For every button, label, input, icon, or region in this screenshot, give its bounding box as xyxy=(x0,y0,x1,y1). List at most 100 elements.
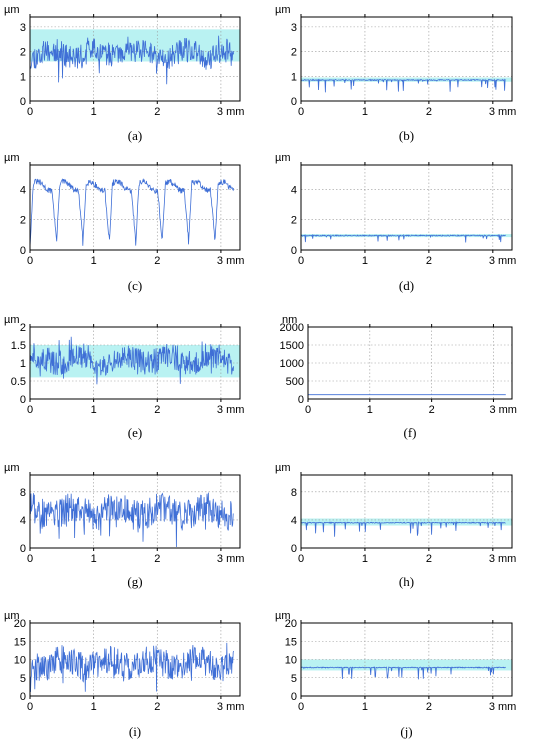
y-unit-label: µm xyxy=(275,462,291,474)
panel-caption: (b) xyxy=(399,128,414,143)
y-tick-label: 0 xyxy=(291,543,297,555)
y-tick-label: 1500 xyxy=(280,340,304,352)
y-tick-label: 4 xyxy=(291,184,297,196)
x-tick-label: 2 xyxy=(426,106,432,118)
profile-series-g xyxy=(29,492,234,548)
plot-frame xyxy=(300,164,513,251)
x-tick-label: 2 xyxy=(154,255,160,267)
plot-frame xyxy=(29,16,241,102)
profile-series-c xyxy=(29,178,234,247)
panel-caption: (i) xyxy=(129,724,141,739)
x-tick-label: 3 mm xyxy=(217,106,245,118)
panel-j: 0 5 10 15 20 0 1 2 3 mm µm (j) xyxy=(275,610,516,739)
x-tick-label: 3 mm xyxy=(489,404,517,416)
y-unit-label: µm xyxy=(4,610,20,622)
plot-frame xyxy=(29,622,241,697)
y-tick-label: 4 xyxy=(291,515,297,527)
x-tick-label: 3 mm xyxy=(217,701,245,713)
y-unit-label: µm xyxy=(275,152,291,164)
y-tick-label: 0 xyxy=(298,394,304,406)
y-tick-label: 20 xyxy=(14,618,26,630)
x-tick-label: 0 xyxy=(27,106,33,118)
y-unit-label: µm xyxy=(4,314,20,326)
x-tick-label: 0 xyxy=(27,553,33,565)
y-tick-label: 15 xyxy=(14,636,26,648)
x-tick-label: 3 mm xyxy=(489,553,517,565)
plot-frame xyxy=(300,16,513,102)
panel-caption: (a) xyxy=(128,128,142,143)
y-tick-label: 1.5 xyxy=(11,340,26,352)
tolerance-band xyxy=(301,518,512,526)
y-tick-label: 2 xyxy=(20,47,26,59)
x-tick-label: 2 xyxy=(426,701,432,713)
x-tick-label: 3 mm xyxy=(489,106,517,118)
x-tick-label: 0 xyxy=(298,106,304,118)
x-tick-label: 2 xyxy=(426,553,432,565)
x-tick-label: 0 xyxy=(27,404,33,416)
y-tick-label: 10 xyxy=(285,655,297,667)
x-tick-label: 1 xyxy=(362,106,368,118)
y-tick-label: 5 xyxy=(291,673,297,685)
plot-frame xyxy=(300,622,513,697)
x-tick-label: 2 xyxy=(154,701,160,713)
x-tick-label: 2 xyxy=(154,106,160,118)
tolerance-band xyxy=(301,659,512,671)
y-tick-label: 0 xyxy=(291,245,297,257)
x-tick-label: 1 xyxy=(91,553,97,565)
profile-series-b xyxy=(301,78,506,93)
panel-caption: (f) xyxy=(404,425,417,440)
plot-frame xyxy=(29,474,241,549)
panel-caption: (e) xyxy=(128,425,142,440)
panel-caption: (d) xyxy=(399,278,414,293)
plot-frame xyxy=(307,326,513,400)
x-tick-label: 0 xyxy=(27,701,33,713)
x-tick-label: 3 mm xyxy=(217,553,245,565)
x-tick-label: 0 xyxy=(298,255,304,267)
x-tick-label: 1 xyxy=(91,106,97,118)
y-tick-label: 0.5 xyxy=(11,376,26,388)
plot-frame xyxy=(29,326,241,400)
profile-series-i xyxy=(29,642,234,693)
y-tick-label: 1 xyxy=(20,71,26,83)
panel-caption: (j) xyxy=(400,724,412,739)
tolerance-band xyxy=(301,77,512,82)
x-tick-label: 3 mm xyxy=(217,255,245,267)
panel-i: 0 5 10 15 20 0 1 2 3 mm µm (i) xyxy=(4,610,244,739)
x-tick-label: 3 mm xyxy=(489,255,517,267)
x-tick-label: 2 xyxy=(154,404,160,416)
y-tick-label: 2 xyxy=(20,322,26,334)
panel-caption: (c) xyxy=(128,278,142,293)
y-tick-label: 0 xyxy=(291,96,297,108)
profile-series-d xyxy=(300,233,506,243)
y-tick-label: 0 xyxy=(20,96,26,108)
panel-d: 0 2 4 0 1 2 3 mm µm (d) xyxy=(275,152,516,293)
y-tick-label: 3 xyxy=(20,22,26,34)
x-tick-label: 0 xyxy=(298,701,304,713)
y-tick-label: 8 xyxy=(20,487,26,499)
y-tick-label: 0 xyxy=(291,691,297,703)
x-tick-label: 2 xyxy=(154,553,160,565)
profile-series-a xyxy=(29,35,234,85)
x-tick-label: 1 xyxy=(91,255,97,267)
x-tick-label: 1 xyxy=(91,404,97,416)
y-unit-label: µm xyxy=(4,462,20,474)
panel-a: 0 1 2 3 0 1 2 3 mm µm (a) xyxy=(4,4,244,143)
x-tick-label: 0 xyxy=(298,553,304,565)
y-tick-label: 4 xyxy=(20,184,26,196)
x-tick-label: 2 xyxy=(426,255,432,267)
x-tick-label: 0 xyxy=(27,255,33,267)
y-unit-label: µm xyxy=(4,152,20,164)
y-tick-label: 2 xyxy=(291,215,297,227)
y-unit-label: nm xyxy=(282,314,297,326)
x-tick-label: 1 xyxy=(367,404,373,416)
y-tick-label: 0 xyxy=(20,543,26,555)
y-tick-label: 2 xyxy=(20,215,26,227)
panel-f: 0 500 1000 1500 2000 0 1 2 3 mm nm (f) xyxy=(280,314,517,440)
y-tick-label: 0 xyxy=(20,394,26,406)
y-tick-label: 1000 xyxy=(280,358,304,370)
y-tick-label: 3 xyxy=(291,22,297,34)
x-tick-label: 1 xyxy=(362,255,368,267)
profile-series-h xyxy=(301,521,506,537)
panel-c: 0 2 4 0 1 2 3 mm µm (c) xyxy=(4,152,244,293)
